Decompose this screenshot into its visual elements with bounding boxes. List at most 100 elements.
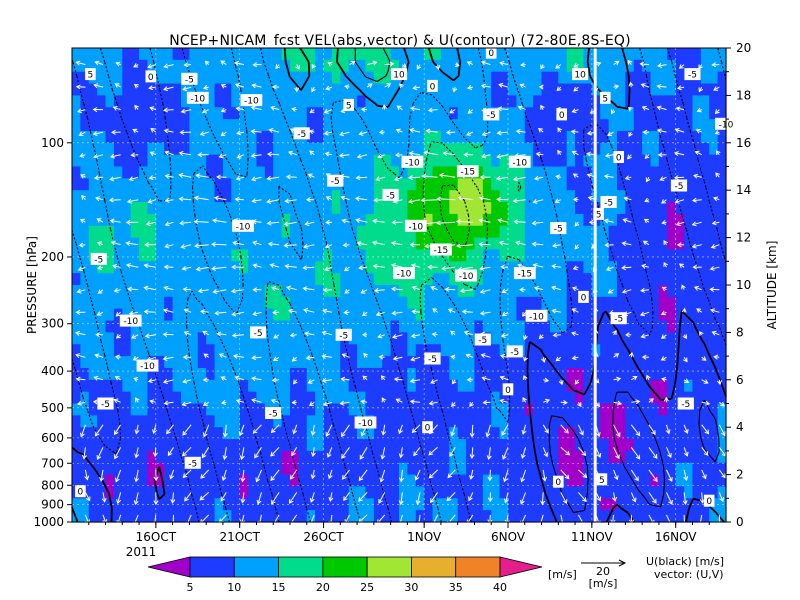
heat-cell [600, 202, 610, 215]
wind-vector [182, 378, 192, 384]
heat-cell [264, 48, 274, 61]
wind-vector [479, 265, 491, 271]
heat-cell [541, 213, 551, 227]
heat-cell [373, 190, 383, 203]
heat-cell [692, 130, 702, 144]
heat-cell [348, 308, 358, 322]
heat-cell [306, 225, 316, 239]
heat-cell [357, 379, 367, 393]
heat-cell [491, 486, 501, 499]
wind-vector [430, 379, 438, 384]
heat-cell [122, 427, 132, 440]
heat-cell [281, 498, 291, 511]
heat-cell [608, 391, 618, 405]
heat-cell [466, 95, 476, 108]
wind-vector [182, 446, 192, 457]
heat-cell [298, 320, 308, 333]
heat-cell [566, 391, 576, 405]
heat-cell [533, 249, 543, 262]
heat-cell [122, 202, 132, 215]
heat-cell [499, 367, 509, 381]
heat-cell [658, 178, 668, 191]
heat-cell [575, 391, 585, 405]
wind-vector [498, 82, 509, 88]
heat-cell [214, 332, 224, 345]
colorbar-segment [411, 556, 457, 578]
heat-cell [298, 71, 308, 85]
wind-vector [211, 265, 227, 271]
wind-vector [391, 219, 403, 225]
u-contours [71, 47, 727, 523]
heat-cell [105, 450, 115, 464]
heat-cell [222, 486, 232, 499]
heat-cell [407, 202, 417, 215]
heat-cell [382, 154, 392, 168]
heat-cell [642, 332, 652, 345]
heat-cell [331, 439, 341, 452]
wind-vector [666, 469, 673, 482]
heat-cell [658, 474, 668, 488]
wind-vector [197, 152, 209, 158]
heat-cell [72, 439, 81, 452]
heat-cell [290, 308, 299, 322]
wind-vector [182, 86, 192, 92]
heat-cell [206, 344, 216, 357]
svg-text:0: 0 [430, 82, 436, 92]
heat-cell [382, 213, 392, 227]
wind-vector [133, 492, 139, 506]
heat-cell [608, 427, 618, 440]
heat-cell [558, 237, 568, 251]
heat-cell [164, 486, 174, 499]
heat-cell [541, 119, 551, 132]
heat-cell [340, 367, 350, 381]
wind-vector [109, 153, 121, 159]
heat-cell [248, 190, 258, 203]
heat-cell [650, 462, 660, 476]
heat-cell [189, 486, 199, 499]
heat-cell [206, 308, 216, 322]
wind-vector [449, 108, 456, 114]
heat-cell [206, 190, 216, 203]
heat-cell [373, 320, 383, 333]
heat-cell [139, 403, 149, 416]
heat-cell [382, 178, 392, 191]
heat-cell [633, 273, 643, 286]
heat-cell [667, 403, 677, 416]
heat-cell [633, 237, 643, 251]
heat-cell [323, 474, 333, 488]
heat-cell [290, 356, 299, 369]
heat-cell [633, 48, 643, 61]
heat-cell [172, 261, 182, 274]
heat-cell [348, 237, 358, 251]
heat-cell [700, 391, 710, 405]
wind-vector [413, 446, 421, 457]
heat-cell [650, 332, 660, 345]
heat-cell [524, 107, 534, 120]
wind-vector [446, 492, 456, 502]
heat-cell [650, 498, 660, 511]
contour-label: 0 [422, 421, 433, 434]
heat-cell [357, 190, 367, 203]
heat-cell [491, 237, 501, 251]
heat-cell [633, 107, 643, 120]
wind-vector [407, 198, 421, 204]
heat-cell [633, 261, 643, 274]
heat-cell [533, 474, 543, 488]
heat-cell [667, 367, 677, 381]
heat-cell [432, 202, 442, 215]
heat-cell [331, 356, 341, 369]
wind-vector [366, 83, 373, 88]
heat-cell [222, 391, 232, 405]
heat-cell [575, 83, 585, 96]
wind-vector [355, 218, 368, 223]
heat-cell [80, 95, 90, 108]
heat-cell [675, 427, 685, 440]
heat-cell [357, 344, 367, 357]
wind-vector [665, 424, 671, 435]
heat-cell [650, 119, 660, 132]
heat-cell [449, 142, 459, 156]
heat-cell [315, 391, 325, 405]
heat-cell [466, 130, 476, 144]
heat-cell [399, 190, 408, 203]
heat-cell [273, 344, 283, 357]
